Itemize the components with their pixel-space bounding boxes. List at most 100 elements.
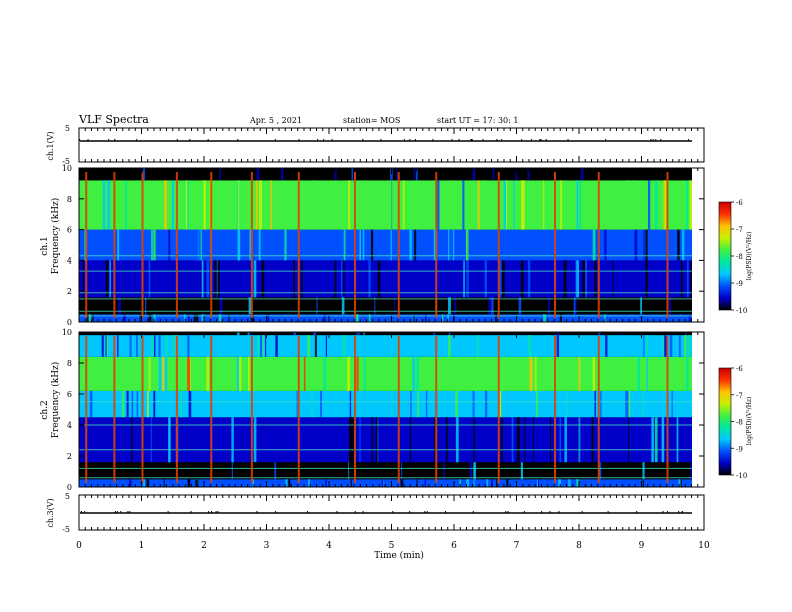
ch1-texture-streak [252, 297, 254, 315]
ch1-texture-streak [451, 260, 454, 298]
ch1-texture-streak [486, 297, 488, 315]
ch2-texture-streak [646, 356, 648, 391]
ch1-texture-streak [520, 260, 524, 298]
ch1-texture-streak [690, 260, 693, 298]
ch3-voltage-mark [636, 511, 638, 513]
ch2-texture-streak [401, 462, 403, 480]
ch3-voltage-mark [256, 511, 258, 513]
ch3-voltage-mark [581, 511, 583, 513]
ch2-texture-streak [637, 356, 641, 391]
ch1-texture-streak [203, 180, 206, 230]
ch1-texture-streak [402, 180, 405, 230]
ch1-texture-streak [626, 180, 630, 230]
time-tick-label: 0 [76, 541, 82, 551]
ch1-texture-streak [466, 260, 469, 298]
ch2-colorbar-tick-label: -10 [736, 472, 747, 480]
ch3-voltage-top-tick: 5 [65, 492, 70, 501]
ch1-voltage-mark [432, 139, 434, 141]
ch1-sferic-spike [497, 172, 500, 318]
ch2-texture-streak [313, 332, 317, 336]
ch1-texture-streak [482, 180, 485, 230]
ch2-texture-streak [190, 462, 193, 480]
ch1-texture-streak [374, 297, 376, 315]
ch1-texture-streak [465, 229, 469, 261]
ch2-colorbar-tick-label: -7 [736, 392, 743, 400]
ch1-texture-streak [360, 180, 362, 230]
ch2-texture-streak [485, 390, 488, 418]
ch1-texture-streak [677, 229, 680, 261]
ch3-voltage-mark [129, 511, 131, 513]
ch2-texture-streak [136, 356, 139, 391]
ch3-voltage-mark [211, 511, 213, 513]
ch1-texture-streak [102, 180, 106, 230]
ch1-voltage-mark [136, 139, 138, 141]
ch2-texture-streak [231, 417, 234, 463]
ch1-texture-streak [584, 260, 588, 298]
ch1-texture-streak [552, 168, 555, 181]
ch1-voltage-top-tick: 5 [65, 124, 70, 133]
ch3-voltage-mark [507, 511, 509, 513]
ch2-texture-streak [413, 417, 416, 463]
ch2-band-4 [79, 356, 704, 391]
ch2-texture-streak [366, 479, 369, 487]
ch1-texture-streak [631, 314, 635, 322]
ch1-voltage-bottom-tick: -5 [62, 157, 70, 166]
ch1-texture-streak [231, 260, 234, 298]
ch1-texture-streak [391, 180, 394, 230]
ch1-texture-streak [448, 168, 450, 181]
ch2-texture-streak [416, 356, 420, 391]
ch1-voltage-mark [380, 139, 382, 141]
ch2-texture-streak [535, 356, 537, 391]
ch1-freq-tick-label: 6 [67, 226, 72, 235]
ch2-texture-streak [97, 390, 100, 418]
ch2-texture-streak [147, 390, 149, 418]
ch3-voltage-mark [307, 511, 309, 513]
ch1-texture-streak [82, 260, 84, 298]
ch3-voltage-mark [120, 511, 122, 513]
ch2-texture-streak [348, 462, 351, 480]
ch3-voltage-mark [409, 511, 411, 513]
ch2-texture-streak [687, 335, 691, 357]
ch1-texture-streak [92, 314, 94, 322]
ch2-texture-streak [549, 417, 552, 463]
ch2-texture-streak [244, 417, 248, 463]
ch1-texture-streak [575, 297, 577, 315]
ch1-texture-streak [511, 168, 515, 181]
ch3-voltage-label: ch.3(V) [46, 498, 55, 527]
ch2-sferic-spike [175, 336, 178, 483]
ch2-texture-streak [472, 390, 475, 418]
ch3-voltage-mark [167, 511, 169, 513]
ch1-texture-streak [316, 297, 318, 315]
ch3-voltage-mark [84, 511, 86, 513]
ch1-texture-streak [390, 168, 393, 181]
ch2-texture-streak [556, 335, 560, 357]
time-tick-label: 5 [389, 541, 395, 551]
ch1-texture-streak [115, 168, 118, 181]
ch2-texture-streak [261, 462, 264, 480]
ch1-texture-streak [270, 180, 273, 230]
ch1-texture-streak [187, 180, 190, 230]
ch1-texture-streak [201, 314, 205, 322]
ch2-texture-streak [307, 335, 311, 357]
ch1-texture-streak [582, 297, 584, 315]
ch1-voltage-mark [362, 139, 364, 141]
ch2-texture-streak [409, 417, 412, 463]
ch2-texture-streak [473, 417, 475, 463]
ch1-texture-streak [310, 260, 314, 298]
ch1-voltage-mark [237, 139, 239, 141]
ch1-texture-streak [582, 260, 586, 298]
ch1-texture-streak [168, 229, 171, 261]
ch1-texture-streak [240, 297, 243, 315]
ch2-texture-streak [252, 479, 255, 487]
ch1-texture-streak [576, 180, 579, 230]
ch2-texture-streak [90, 479, 93, 487]
ch2-texture-streak [254, 462, 257, 480]
ch3-voltage-mark [523, 511, 525, 513]
ch1-sferic-spike [435, 172, 438, 318]
ch2-texture-streak [537, 479, 540, 487]
ch1-freq-tick-label: 10 [62, 164, 72, 173]
ch3-voltage-mark [505, 511, 507, 513]
ch2-texture-streak [439, 390, 441, 418]
ch1-texture-streak [594, 260, 597, 298]
